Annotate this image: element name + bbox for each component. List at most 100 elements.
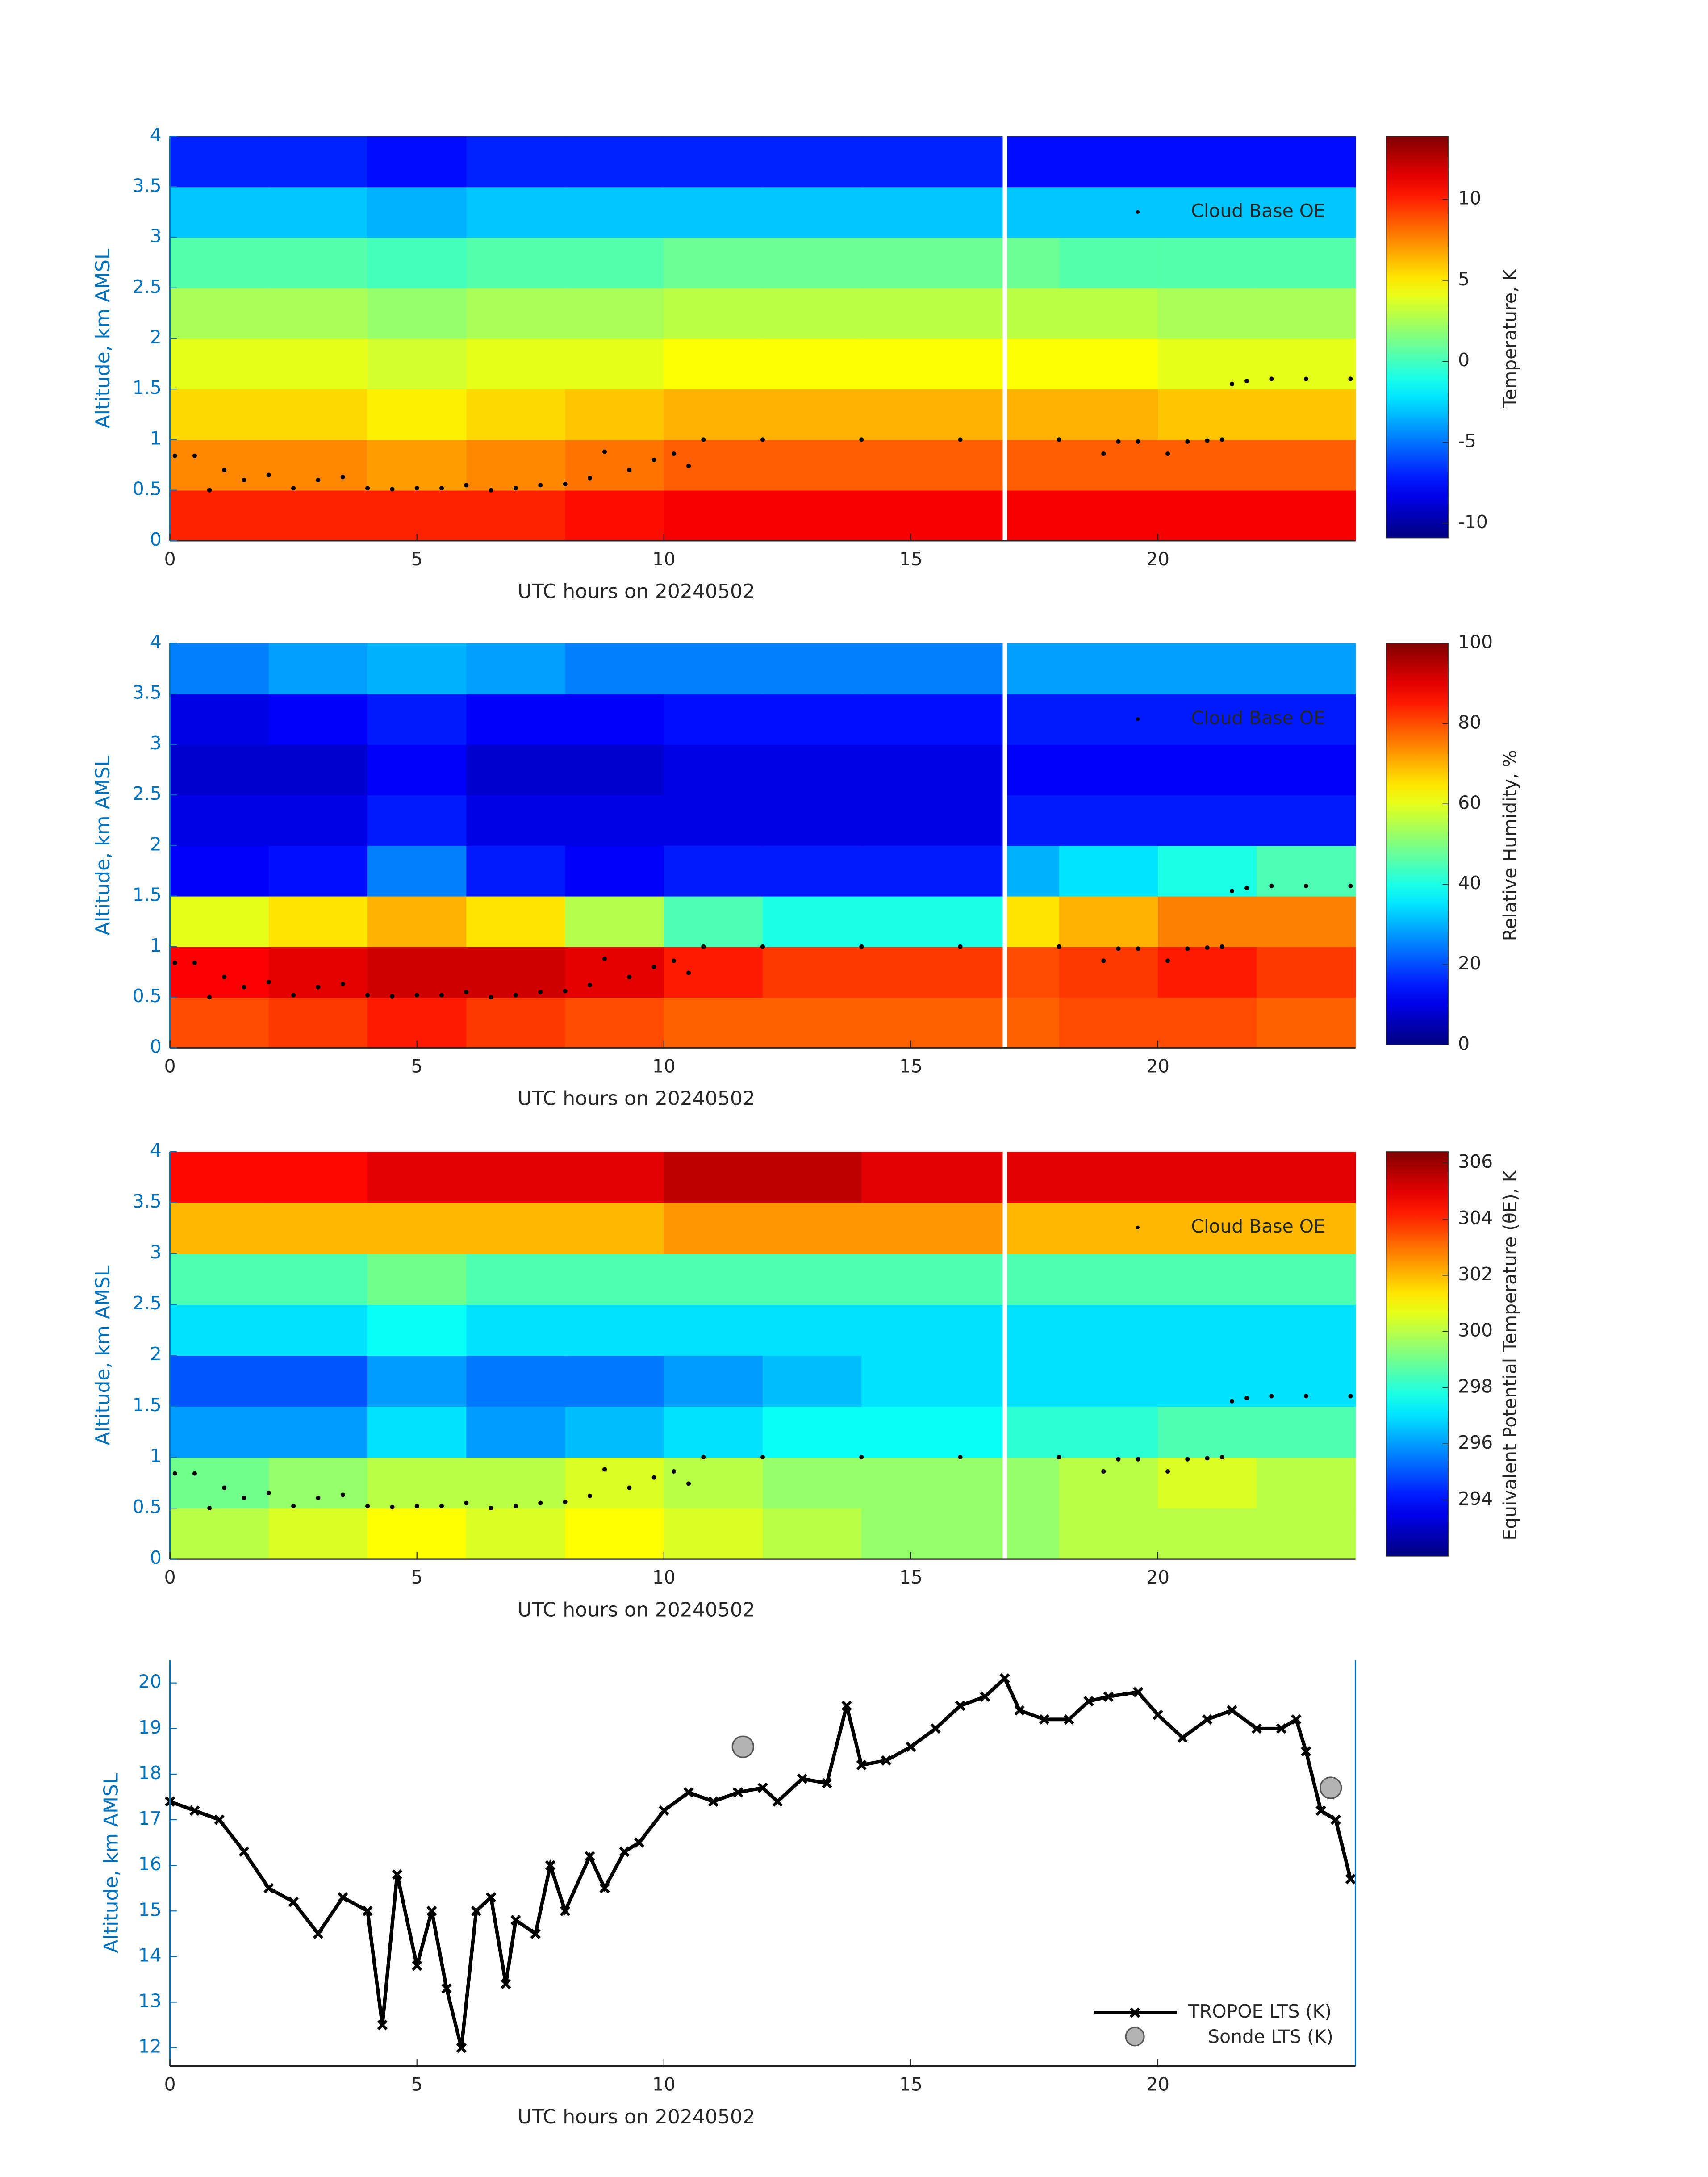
y-tick-label: 3 (150, 226, 162, 247)
heat-cell (1157, 1254, 1257, 1305)
cloud-base-point (1269, 883, 1274, 889)
heat-cell (565, 338, 664, 390)
cloud-base-point (1116, 1457, 1121, 1462)
heat-cell (367, 490, 467, 541)
cloud-base-point (464, 1500, 469, 1505)
heat-cell (861, 845, 1003, 897)
heat-cell (1157, 795, 1257, 846)
heat-cell (367, 946, 467, 998)
heat-cell (565, 1355, 664, 1407)
heat-cell (268, 1203, 368, 1254)
cloud-base-point (1057, 944, 1061, 949)
heat-cell (466, 1355, 566, 1407)
heat-cell (466, 439, 566, 491)
x-marker (1251, 1723, 1262, 1734)
heat-cell (367, 1254, 467, 1305)
heat-cell (1157, 946, 1257, 998)
y-tick-label: 4 (150, 631, 162, 652)
heat-cell (170, 946, 269, 998)
heat-cell (170, 338, 269, 390)
heat-cell (664, 1152, 763, 1203)
heat-cell (763, 439, 862, 491)
heat-cell (664, 1508, 763, 1560)
heat-cell (763, 338, 862, 390)
x-tick-label: 0 (164, 548, 176, 570)
heat-cell (1007, 1152, 1060, 1203)
heat-cell (268, 744, 368, 796)
heat-cell (367, 896, 467, 947)
heat-cell (466, 136, 566, 188)
cloud-base-point (602, 449, 607, 454)
heat-cell (1257, 744, 1356, 796)
cloud-base-point (1185, 946, 1190, 951)
heat-cell (466, 288, 566, 339)
cloud-base-point (627, 1485, 632, 1490)
legend-marker (1136, 1225, 1140, 1229)
heat-cell (565, 744, 664, 796)
cloud-base-point (390, 994, 395, 999)
heat-cell (763, 1203, 862, 1254)
heat-cell (565, 439, 664, 491)
colorbar-tick-label: 5 (1458, 268, 1470, 290)
cloud-base-point (414, 486, 419, 491)
y-axis-label: Altitude, km AMSL (92, 248, 114, 428)
cloud-base-point (627, 974, 632, 979)
x-marker (619, 1846, 630, 1857)
heat-cell (170, 896, 269, 947)
cloud-base-point (340, 1492, 345, 1497)
heat-cell (664, 694, 763, 745)
cloud-base-point (192, 961, 197, 965)
heat-cell (466, 896, 566, 947)
heat-cell (664, 795, 763, 846)
colorbar-tick-label: 20 (1458, 953, 1481, 974)
heat-cell (1257, 1355, 1356, 1407)
cloud-base-point (1057, 437, 1061, 442)
cloud-base-point (242, 477, 246, 483)
y-tick-label: 0.5 (133, 985, 162, 1007)
heat-cell (367, 389, 467, 440)
cloud-base-point (686, 970, 691, 975)
cloud-base-point (172, 1471, 177, 1476)
cloud-base-point (414, 1504, 419, 1508)
heat-cell (861, 946, 1003, 998)
x-marker (1133, 1687, 1144, 1697)
x-marker (1103, 1691, 1114, 1702)
x-marker (510, 1915, 521, 1926)
heat-cell (1007, 896, 1060, 947)
heat-cell (763, 1457, 862, 1509)
legend-marker (1136, 717, 1140, 721)
colorbar-tick-label: 294 (1458, 1488, 1493, 1509)
colorbar-tick-label: 302 (1458, 1263, 1493, 1285)
x-marker (585, 1851, 595, 1862)
heat-cell (268, 187, 368, 238)
cloud-base-point (390, 1504, 395, 1509)
heat-cell (466, 1304, 566, 1356)
y-tick-label: 2.5 (133, 276, 162, 297)
heat-cell (367, 338, 467, 390)
x-marker (530, 1928, 541, 1939)
heat-cell (664, 1355, 763, 1407)
heat-cell (1257, 1203, 1356, 1254)
heat-cell (367, 997, 467, 1049)
heat-cell (664, 187, 763, 238)
cloud-base-point (316, 1496, 321, 1500)
heat-cell (1157, 389, 1257, 440)
cloud-base-point (602, 1467, 607, 1472)
cloud-base-point (1101, 958, 1106, 963)
heat-cell (170, 1304, 269, 1356)
x-marker (560, 1905, 571, 1916)
heat-cell (664, 288, 763, 339)
heat-cell (1059, 1304, 1158, 1356)
cloud-base-point (266, 472, 271, 477)
x-marker (1202, 1714, 1213, 1725)
x-marker (471, 1905, 482, 1916)
cloud-base-point (1165, 451, 1170, 456)
heat-cell (664, 1457, 763, 1509)
heat-cell (565, 1152, 664, 1203)
heat-cell (268, 490, 368, 541)
heat-cell (565, 1508, 664, 1560)
cloud-base-point (1303, 376, 1308, 381)
heat-cell (1157, 1152, 1257, 1203)
cloud-base-point (701, 1455, 706, 1460)
cloud-base-point (587, 982, 592, 987)
